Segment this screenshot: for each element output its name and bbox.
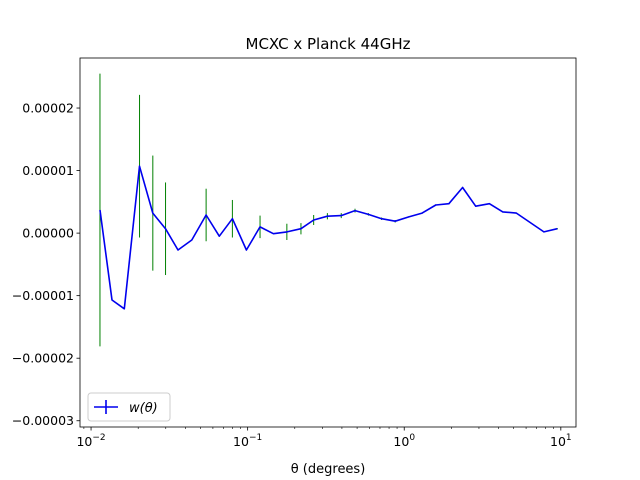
y-tick-label: −0.00002 bbox=[12, 351, 74, 366]
data-line bbox=[99, 165, 558, 310]
legend-label: w(θ) bbox=[129, 401, 158, 416]
y-tick-label: 0.00002 bbox=[22, 101, 74, 116]
y-tick-label: 0.00000 bbox=[22, 226, 74, 241]
plot-background bbox=[80, 58, 576, 427]
chart-title: MCXC x Planck 44GHz bbox=[246, 35, 411, 53]
plot-frame bbox=[79, 57, 577, 428]
x-tick-label: 10−1 bbox=[233, 433, 262, 449]
x-tick-label: 100 bbox=[393, 433, 415, 449]
x-tick-label: 101 bbox=[550, 433, 572, 449]
y-tick-label: −0.00003 bbox=[12, 413, 74, 428]
plot-area: 10−2 10−1 100 101 0.00002 0.00001 0.00000 −0.00… bbox=[12, 57, 577, 449]
y-tick-label: −0.00001 bbox=[12, 288, 74, 303]
x-tick-label: 10−2 bbox=[76, 433, 105, 449]
y-tick-label: 0.00001 bbox=[22, 163, 74, 178]
legend-box bbox=[87, 392, 171, 422]
x-axis-label: θ (degrees) bbox=[291, 462, 366, 477]
